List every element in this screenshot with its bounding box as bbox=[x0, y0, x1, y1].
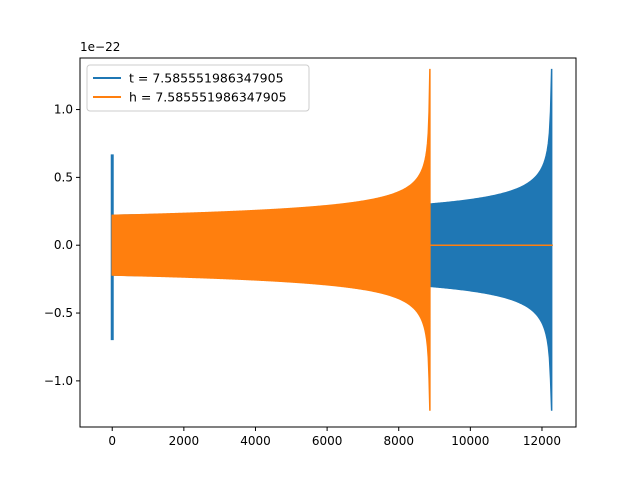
x-tick-label: 2000 bbox=[169, 434, 200, 448]
y-tick-label: −0.5 bbox=[44, 306, 73, 320]
x-tick-label: 12000 bbox=[523, 434, 561, 448]
x-tick-label: 8000 bbox=[383, 434, 414, 448]
y-tick-label: 0.5 bbox=[54, 170, 73, 184]
y-offset-label: 1e−22 bbox=[80, 40, 120, 54]
x-tick-label: 0 bbox=[108, 434, 116, 448]
y-tick-label: 1.0 bbox=[54, 103, 73, 117]
legend-label-t: t = 7.585551986347905 bbox=[129, 71, 284, 86]
x-tick-label: 10000 bbox=[451, 434, 489, 448]
y-tick-label: 0.0 bbox=[54, 238, 73, 252]
legend: t = 7.585551986347905 h = 7.585551986347… bbox=[86, 64, 310, 112]
legend-box bbox=[86, 64, 310, 112]
x-tick-label: 4000 bbox=[240, 434, 271, 448]
axes-frame bbox=[79, 57, 577, 428]
series-h-waveform bbox=[111, 68, 431, 411]
x-axis: 0 2000 4000 6000 8000 10000 12000 bbox=[108, 427, 561, 448]
plot-area bbox=[110, 68, 553, 411]
x-tick-label: 6000 bbox=[312, 434, 343, 448]
y-tick-label: −1.0 bbox=[44, 374, 73, 388]
y-axis: −1.0 −0.5 0.0 0.5 1.0 bbox=[44, 103, 80, 388]
legend-label-h: h = 7.585551986347905 bbox=[129, 90, 287, 105]
